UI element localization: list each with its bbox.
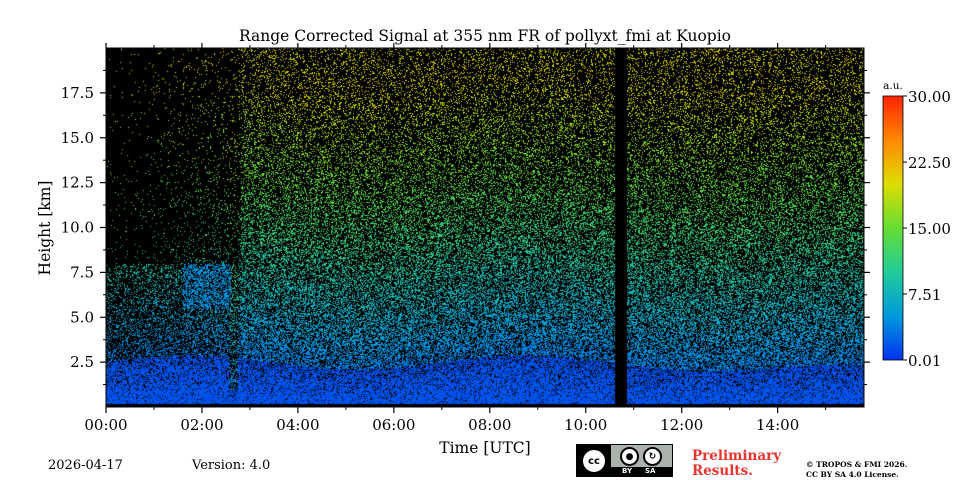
chart-title: Range Corrected Signal at 355 nm FR of p… [239, 27, 731, 45]
colorbar-tick-label: 15.00 [908, 220, 951, 238]
y-tick-label: 12.5 [61, 174, 94, 192]
y-tick-label: 5.0 [70, 308, 94, 326]
cc-icon: cc [581, 448, 607, 474]
y-tick-label: 7.5 [70, 263, 94, 281]
x-axis: 00:00 02:00 04:00 06:00 08:00 10:00 12:00 14:00 [84, 43, 827, 434]
y-tick-label: 2.5 [70, 353, 94, 371]
attribution-icon: ● [620, 447, 639, 466]
y-tick-label: 10.0 [61, 219, 94, 237]
colorbar-tick-label: 7.51 [908, 286, 941, 304]
sa-label: SA [645, 467, 656, 475]
copyright-notice: © TROPOS & FMI 2026. CC BY SA 4.0 Licens… [806, 460, 908, 479]
preliminary-notice: Preliminary Results. [692, 448, 782, 479]
x-tick-label: 00:00 [84, 416, 127, 434]
x-tick-label: 06:00 [372, 416, 415, 434]
footer-version: Version: 4.0 [192, 458, 271, 473]
x-tick-label: 14:00 [756, 416, 799, 434]
colorbar-ticks: 30.00 22.50 15.00 7.51 0.01 [903, 88, 951, 370]
colorbar-unit: a.u. [883, 80, 903, 92]
y-tick-label: 15.0 [61, 129, 94, 147]
x-tick-label: 10:00 [564, 416, 607, 434]
y-axis-label: Height [km] [36, 181, 54, 276]
x-tick-label: 02:00 [180, 416, 223, 434]
colorbar-tick-label: 22.50 [908, 154, 951, 172]
colorbar-tick-label: 30.00 [908, 88, 951, 106]
colorbar [882, 95, 904, 361]
by-label: BY [622, 467, 633, 475]
x-tick-label: 04:00 [276, 416, 319, 434]
x-axis-label: Time [UTC] [439, 439, 530, 457]
y-tick-label: 17.5 [61, 84, 94, 102]
cc-license-badge: cc ● ↻ BY SA [576, 444, 673, 477]
colorbar-tick-label: 0.01 [908, 352, 941, 370]
footer-date: 2026-04-17 [48, 458, 123, 473]
y-axis: 2.5 5.0 7.5 10.0 12.5 15.0 17.5 [61, 69, 870, 386]
x-tick-label: 08:00 [468, 416, 511, 434]
heatmap-image [106, 48, 864, 407]
x-tick-label: 12:00 [660, 416, 703, 434]
share-alike-icon: ↻ [643, 447, 662, 466]
